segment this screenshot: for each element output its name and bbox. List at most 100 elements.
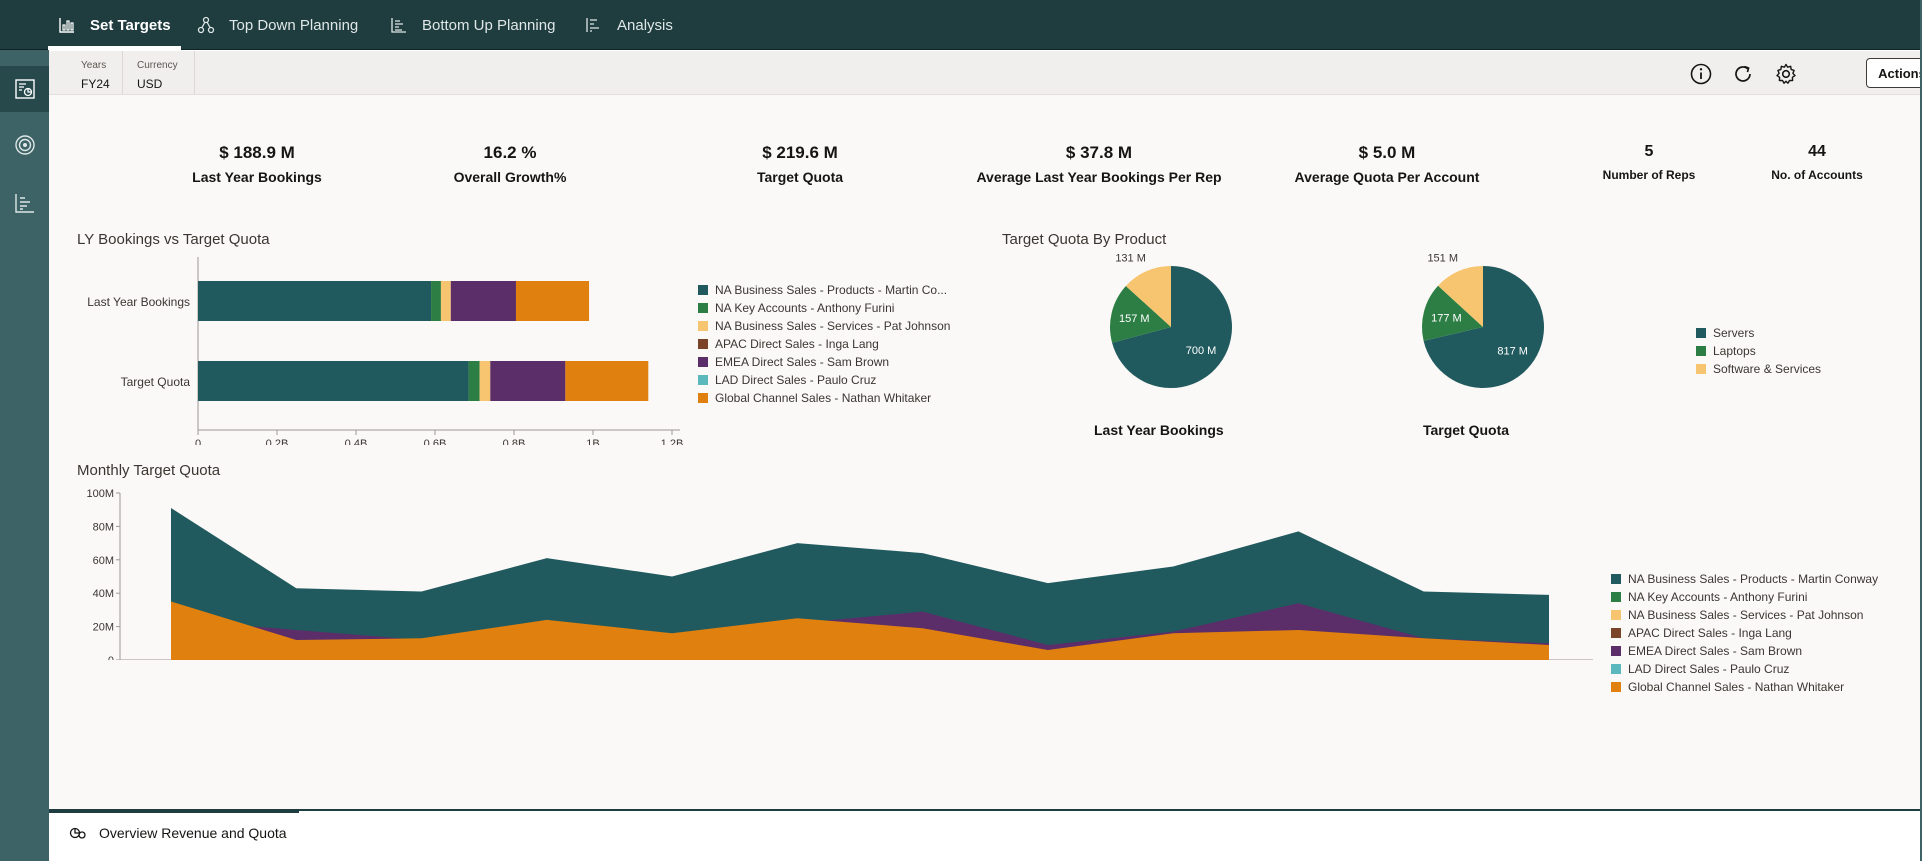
legend-item[interactable]: NA Business Sales - Products - Martin Co…: [1611, 570, 1878, 588]
legend-swatch: [1611, 610, 1621, 620]
bar-segment: [450, 281, 516, 321]
rail-item-list-chart[interactable]: [0, 180, 49, 226]
analysis-icon: [586, 18, 599, 32]
legend-item[interactable]: LAD Direct Sales - Paulo Cruz: [1611, 660, 1878, 678]
filter-currency[interactable]: Currency USD: [123, 51, 195, 95]
tab-set-targets-label: Set Targets: [90, 16, 171, 34]
bar-segment: [490, 361, 566, 401]
legend-label: LAD Direct Sales - Paulo Cruz: [1628, 662, 1790, 676]
legend-item[interactable]: Servers: [1696, 324, 1821, 342]
pie-chart-target-quota: 817 M 177 M 151 M: [1422, 253, 1544, 388]
kpi-label: Number of Reps: [1602, 168, 1696, 182]
left-rail: [0, 50, 49, 861]
legend-swatch: [1696, 364, 1706, 374]
kpi-value: $ 5.0 M: [1358, 143, 1416, 162]
legend-label: NA Key Accounts - Anthony Furini: [1628, 590, 1808, 604]
bar-chart-title: LY Bookings vs Target Quota: [77, 231, 270, 248]
x-tick-label: 1.2B: [661, 438, 684, 445]
pie-slice: [1112, 266, 1232, 388]
hierarchy-icon: [197, 16, 215, 34]
x-tick-label: 0.2B: [266, 438, 289, 445]
kpi-value: $ 219.6 M: [762, 143, 838, 162]
pie-data-label: 177 M: [1431, 312, 1462, 324]
legend-item[interactable]: EMEA Direct Sales - Sam Brown: [1611, 642, 1878, 660]
legend-swatch: [698, 393, 708, 403]
kpi-label: Average Last Year Bookings Per Rep: [976, 169, 1222, 185]
kpi-value: $ 37.8 M: [1065, 143, 1133, 162]
pie-slice: [1110, 285, 1171, 343]
legend-item[interactable]: Global Channel Sales - Nathan Whitaker: [698, 389, 950, 407]
tab-top-down-planning[interactable]: Top Down Planning: [197, 0, 358, 50]
kpi-number-of-reps: 5 Number of Reps: [1589, 143, 1709, 182]
kpi-value: 16.2 %: [483, 143, 537, 162]
pie-subtitle-last-year-bookings: Last Year Bookings: [1094, 422, 1224, 438]
legend-label: Global Channel Sales - Nathan Whitaker: [715, 391, 932, 405]
rail-item-targets[interactable]: [0, 122, 49, 168]
legend-item[interactable]: LAD Direct Sales - Paulo Cruz: [698, 371, 950, 389]
legend-item[interactable]: NA Key Accounts - Anthony Furini: [1611, 588, 1878, 606]
legend-item[interactable]: EMEA Direct Sales - Sam Brown: [698, 353, 950, 371]
kpi-label: Average Quota Per Account: [1294, 169, 1480, 185]
bar-segment: [431, 281, 441, 321]
overview-icon: [69, 827, 86, 839]
x-tick-label: 0.6B: [424, 438, 447, 445]
actions-button[interactable]: Actions: [1866, 58, 1922, 88]
y-tick-label: 20M: [93, 622, 114, 634]
kpi-last-year-bookings: $ 188.9 M Last Year Bookings: [157, 143, 357, 185]
filter-years[interactable]: Years FY24: [49, 51, 123, 95]
legend-label: Servers: [1713, 326, 1755, 340]
legend-swatch: [1611, 664, 1621, 674]
target-icon: [14, 135, 35, 155]
context-filter-bar: Years FY24 Currency USD Actions: [49, 51, 1922, 95]
bottom-up-chart-icon: [391, 18, 406, 33]
legend-swatch: [1611, 592, 1621, 602]
pie-data-label: 131 M: [1115, 253, 1146, 265]
pie-data-label: 817 M: [1497, 346, 1528, 358]
legend-item[interactable]: APAC Direct Sales - Inga Lang: [1611, 624, 1878, 642]
x-tick-label: 0: [195, 438, 201, 445]
legend-item[interactable]: Laptops: [1696, 342, 1821, 360]
bottom-tab-bar: Overview Revenue and Quota: [49, 809, 1922, 861]
monthly-target-quota-chart: 020M40M60M80M100MJanFebMarAprMayJunJulAu…: [86, 488, 1593, 660]
info-icon[interactable]: [1689, 62, 1713, 86]
legend-item[interactable]: NA Business Sales - Products - Martin Co…: [698, 281, 950, 299]
legend-swatch: [1611, 682, 1621, 692]
kpi-avg-quota-per-account: $ 5.0 M Average Quota Per Account: [1277, 143, 1497, 185]
kpi-label: Last Year Bookings: [192, 169, 322, 185]
legend-item[interactable]: Software & Services: [1696, 360, 1821, 378]
legend-swatch: [698, 339, 708, 349]
y-tick-label: 100M: [86, 488, 114, 500]
legend-swatch: [698, 357, 708, 367]
legend-item[interactable]: NA Business Sales - Services - Pat Johns…: [698, 317, 950, 335]
filter-currency-label: Currency: [137, 60, 178, 71]
legend-item[interactable]: NA Business Sales - Services - Pat Johns…: [1611, 606, 1878, 624]
bar-segment: [479, 361, 491, 401]
bar-segment: [198, 281, 432, 321]
pie-chart-legend: Servers Laptops Software & Services: [1696, 324, 1821, 378]
y-tick-label: 60M: [93, 555, 114, 567]
legend-swatch: [1611, 628, 1621, 638]
legend-swatch: [1696, 346, 1706, 356]
legend-swatch: [1611, 646, 1621, 656]
legend-item[interactable]: APAC Direct Sales - Inga Lang: [698, 335, 950, 353]
tab-overview-revenue-and-quota[interactable]: Overview Revenue and Quota: [49, 809, 299, 853]
tab-set-targets[interactable]: Set Targets: [48, 0, 181, 50]
tab-bottom-up-planning[interactable]: Bottom Up Planning: [390, 0, 555, 50]
kpi-label: Overall Growth%: [453, 169, 567, 185]
legend-item[interactable]: Global Channel Sales - Nathan Whitaker: [1611, 678, 1878, 696]
y-tick-label: 40M: [93, 588, 114, 600]
gear-icon[interactable]: [1774, 62, 1798, 86]
refresh-icon[interactable]: [1731, 62, 1755, 86]
filter-currency-value: USD: [137, 77, 163, 91]
tab-top-down-planning-label: Top Down Planning: [229, 16, 359, 34]
y-tick-label: 80M: [93, 521, 114, 533]
tab-analysis[interactable]: Analysis: [585, 0, 673, 50]
x-tick-label: 0.4B: [345, 438, 368, 445]
kpi-value: 5: [1644, 143, 1654, 160]
rail-item-dashboard[interactable]: [0, 66, 49, 112]
pie-slice: [1423, 266, 1544, 388]
legend-item[interactable]: NA Key Accounts - Anthony Furini: [698, 299, 950, 317]
pie-data-label: 151 M: [1427, 253, 1458, 265]
tab-analysis-label: Analysis: [617, 16, 673, 34]
pie-data-label: 157 M: [1119, 313, 1150, 325]
